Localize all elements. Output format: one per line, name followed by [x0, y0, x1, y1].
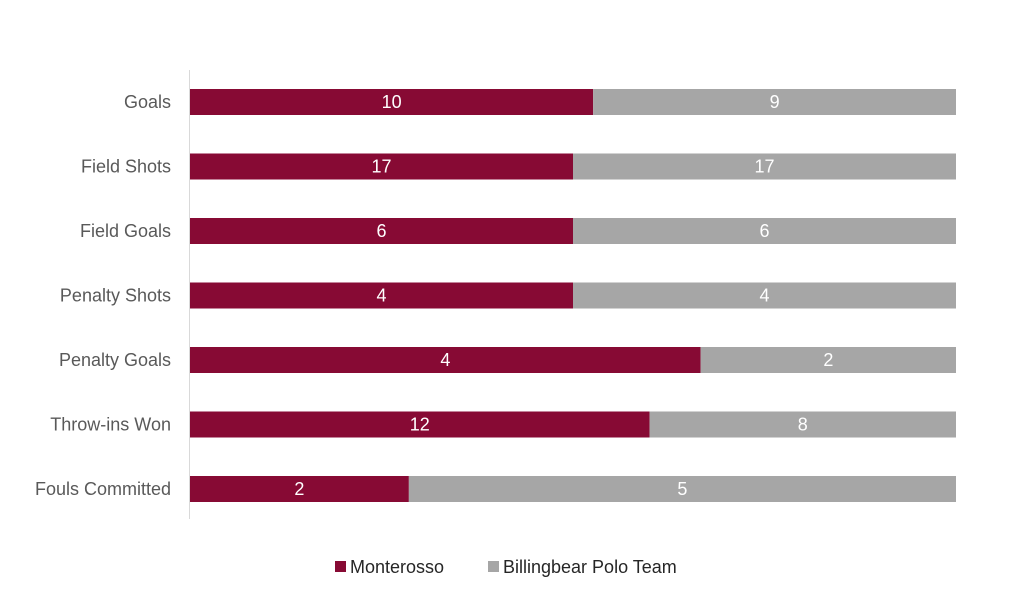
bar-monterosso [190, 347, 701, 373]
bar-billingbear [408, 476, 956, 502]
category-label: Goals [124, 92, 171, 112]
category-labels: Goals Field Shots Field Goals Penalty Shots… [35, 92, 171, 499]
category-label: Penalty Goals [59, 350, 171, 370]
legend-label: Monterosso [350, 557, 444, 577]
data-label: 9 [770, 92, 780, 112]
category-label: Penalty Shots [60, 286, 171, 306]
bar-billingbear [649, 411, 956, 438]
data-label: 4 [440, 350, 450, 370]
data-label: 10 [382, 92, 402, 112]
data-label: 2 [823, 350, 833, 370]
data-label: 8 [798, 415, 808, 435]
data-label: 6 [376, 221, 386, 241]
bar-billingbear [573, 218, 956, 244]
bar-monterosso [190, 476, 409, 502]
bar-area: 10 9 17 17 6 6 4 4 4 2 12 8 2 5 [190, 89, 956, 502]
data-label: 4 [376, 286, 386, 306]
category-label: Field Goals [80, 221, 171, 241]
bar-billingbear [573, 282, 956, 309]
category-label: Field Shots [81, 157, 171, 177]
data-label: 17 [371, 157, 391, 177]
data-label: 4 [759, 286, 769, 306]
category-label: Fouls Committed [35, 479, 171, 499]
data-label: 12 [410, 415, 430, 435]
bar-monterosso [190, 153, 573, 180]
bar-monterosso [190, 89, 594, 115]
legend: Monterosso Billingbear Polo Team [335, 557, 677, 577]
data-label: 2 [294, 479, 304, 499]
bar-billingbear [573, 153, 956, 180]
bar-billingbear [593, 89, 956, 115]
legend-swatch [488, 561, 499, 572]
legend-label: Billingbear Polo Team [503, 557, 677, 577]
legend-swatch [335, 561, 346, 572]
data-label: 5 [677, 479, 687, 499]
data-label: 6 [759, 221, 769, 241]
bar-monterosso [190, 282, 573, 309]
category-label: Throw-ins Won [50, 415, 171, 435]
bar-billingbear [700, 347, 956, 373]
data-label: 17 [754, 157, 774, 177]
bar-monterosso [190, 218, 573, 244]
bar-monterosso [190, 411, 650, 438]
